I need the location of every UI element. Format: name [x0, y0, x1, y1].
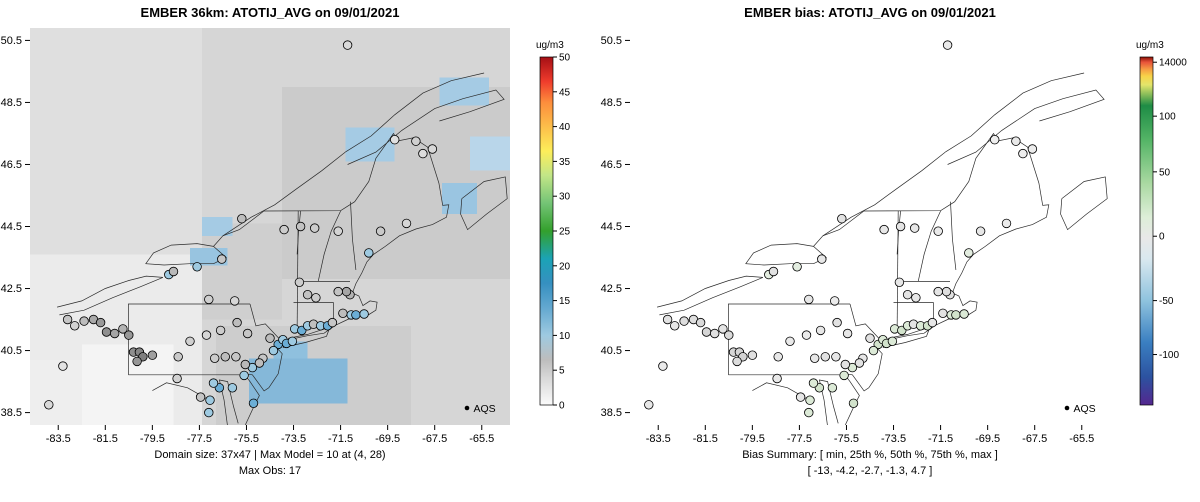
- svg-text:50.5: 50.5: [601, 35, 622, 47]
- svg-text:-69.5: -69.5: [975, 433, 1000, 445]
- svg-text:100: 100: [1159, 112, 1176, 123]
- model-map-canvas: -83.5 -81.5 -79.5 -77.5 -75.5 -73.5 -71.5 -69.5…: [1, 28, 571, 445]
- svg-text:-50: -50: [1159, 296, 1174, 307]
- bias-panel-title: EMBER bias: ATOTIJ_AVG on 09/01/2021: [744, 5, 996, 20]
- svg-text:-67.5: -67.5: [1022, 433, 1047, 445]
- svg-text:-71.5: -71.5: [928, 433, 953, 445]
- svg-text:0: 0: [1159, 232, 1165, 243]
- svg-text:35: 35: [559, 157, 571, 168]
- svg-text:38.5: 38.5: [1, 407, 22, 419]
- svg-text:40.5: 40.5: [601, 345, 622, 357]
- aqs-dot-icon: [464, 405, 470, 411]
- svg-text:-67.5: -67.5: [422, 433, 447, 445]
- svg-text:50: 50: [559, 53, 571, 64]
- svg-text:14000: 14000: [1159, 58, 1187, 69]
- svg-text:-77.5: -77.5: [787, 433, 812, 445]
- svg-text:48.5: 48.5: [1, 97, 22, 109]
- svg-text:25: 25: [559, 227, 571, 238]
- model-caption-domain: Domain size: 37x47 | Max Model = 10 at (…: [154, 449, 385, 461]
- svg-text:5: 5: [559, 366, 565, 377]
- bias-caption-values: [ -13, -4.2, -2.7, -1.3, 4.7 ]: [808, 465, 933, 477]
- svg-text:-73.5: -73.5: [881, 433, 906, 445]
- svg-text:44.5: 44.5: [601, 221, 622, 233]
- bias-legend: AQS: [1064, 403, 1096, 415]
- bias-map-panel: -83.5 -81.5 -79.5 -77.5 -75.5 -73.5 -71.5 -69.5…: [601, 5, 1188, 477]
- svg-text:-69.5: -69.5: [375, 433, 400, 445]
- svg-text:42.5: 42.5: [601, 283, 622, 295]
- bias-map-canvas: -83.5 -81.5 -79.5 -77.5 -75.5 -73.5 -71.5 -69.5…: [601, 35, 1188, 445]
- svg-text:46.5: 46.5: [601, 159, 622, 171]
- svg-text:-100: -100: [1159, 350, 1179, 361]
- model-colorbar-unit: ug/m3: [536, 40, 564, 51]
- svg-text:-73.5: -73.5: [281, 433, 306, 445]
- svg-text:-65.5: -65.5: [1069, 433, 1094, 445]
- model-map-panel: -83.5 -81.5 -79.5 -77.5 -75.5 -73.5 -71.5 -69.5…: [1, 5, 571, 477]
- svg-text:-77.5: -77.5: [187, 433, 212, 445]
- aqs-dot-icon: [1064, 405, 1070, 411]
- svg-text:-75.5: -75.5: [234, 433, 259, 445]
- svg-text:50: 50: [1159, 167, 1171, 178]
- svg-text:10: 10: [559, 331, 571, 342]
- svg-text:-79.5: -79.5: [740, 433, 765, 445]
- svg-text:-71.5: -71.5: [328, 433, 353, 445]
- bias-colorbar-unit: ug/m3: [1136, 40, 1164, 51]
- bias-caption-header: Bias Summary: [ min, 25th %, 50th %, 75t…: [742, 449, 998, 461]
- bias-legend-label: AQS: [1074, 403, 1096, 415]
- svg-text:38.5: 38.5: [601, 407, 622, 419]
- svg-text:-81.5: -81.5: [93, 433, 118, 445]
- svg-text:0: 0: [559, 401, 565, 412]
- svg-text:42.5: 42.5: [1, 283, 22, 295]
- model-legend: AQS: [464, 403, 496, 415]
- svg-text:20: 20: [559, 261, 571, 272]
- svg-text:-79.5: -79.5: [140, 433, 165, 445]
- svg-text:46.5: 46.5: [1, 159, 22, 171]
- svg-text:-83.5: -83.5: [46, 433, 71, 445]
- svg-text:44.5: 44.5: [1, 221, 22, 233]
- model-caption-maxobs: Max Obs: 17: [239, 465, 301, 477]
- svg-text:-81.5: -81.5: [693, 433, 718, 445]
- svg-text:-83.5: -83.5: [646, 433, 671, 445]
- svg-text:30: 30: [559, 192, 571, 203]
- svg-text:15: 15: [559, 296, 571, 307]
- svg-text:48.5: 48.5: [601, 97, 622, 109]
- svg-text:50.5: 50.5: [1, 35, 22, 47]
- svg-text:40: 40: [559, 122, 571, 133]
- svg-text:-75.5: -75.5: [834, 433, 859, 445]
- model-legend-label: AQS: [474, 403, 496, 415]
- model-panel-title: EMBER 36km: ATOTIJ_AVG on 09/01/2021: [141, 5, 400, 20]
- svg-text:-65.5: -65.5: [469, 433, 494, 445]
- svg-text:40.5: 40.5: [1, 345, 22, 357]
- svg-text:45: 45: [559, 87, 571, 98]
